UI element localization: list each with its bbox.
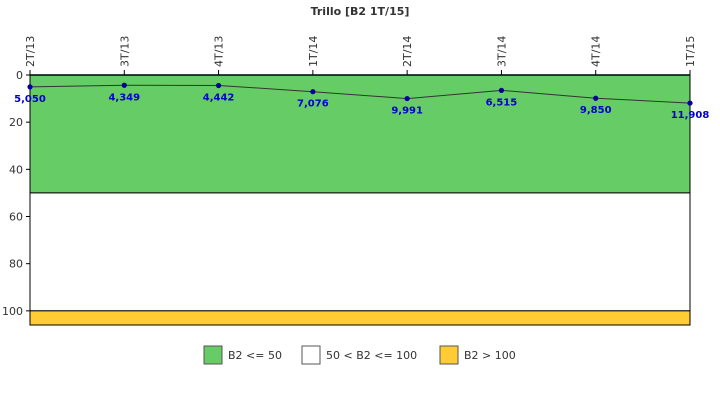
series-line: 5,050 4,349 4,442 7,076 9,991 6,515 9,850 11,90… xyxy=(14,82,710,121)
y-tick-label: 40 xyxy=(9,163,23,176)
data-label: 4,442 xyxy=(203,92,235,103)
y-axis-ticks: 0 20 40 60 80 100 xyxy=(2,69,30,318)
chart-title: Trillo [B2 1T/15] xyxy=(311,5,410,18)
legend-swatch-2 xyxy=(301,345,321,365)
x-tick-label: 3T/13 xyxy=(118,36,131,67)
legend-swatch-1 xyxy=(203,345,223,365)
data-label: 9,991 xyxy=(391,106,423,117)
y-tick-label: 100 xyxy=(2,305,23,318)
data-point xyxy=(121,82,127,88)
band-3 xyxy=(29,310,691,326)
legend-label-1: B2 <= 50 xyxy=(228,349,282,362)
data-point xyxy=(593,95,599,101)
x-axis-ticks: 2T/13 3T/13 4T/13 1T/14 2T/14 3T/14 4T/14 1T/15 xyxy=(24,36,697,75)
x-tick-label: 2T/14 xyxy=(401,36,414,67)
data-point xyxy=(27,84,33,90)
data-label: 4,349 xyxy=(108,92,140,103)
legend-swatch-3 xyxy=(439,345,459,365)
data-label: 5,050 xyxy=(14,94,46,105)
series-polyline xyxy=(29,84,691,104)
data-point xyxy=(498,87,505,93)
y-tick-label: 0 xyxy=(16,69,23,82)
band-2 xyxy=(29,192,691,312)
legend: B2 <= 50 50 < B2 <= 100 B2 > 100 xyxy=(203,345,516,365)
y-tick-label: 60 xyxy=(9,211,23,224)
data-label: 11,908 xyxy=(671,110,710,121)
axes xyxy=(29,74,691,325)
x-tick-label: 4T/14 xyxy=(590,36,603,67)
x-tick-label: 2T/13 xyxy=(24,36,37,67)
legend-label-2: 50 < B2 <= 100 xyxy=(326,349,417,362)
data-label: 9,850 xyxy=(580,105,612,116)
y-tick-label: 80 xyxy=(9,258,23,271)
data-point xyxy=(215,82,222,89)
y-tick-label: 20 xyxy=(9,116,23,129)
legend-label-3: B2 > 100 xyxy=(464,349,516,362)
data-point xyxy=(404,95,410,102)
data-point xyxy=(687,100,693,106)
x-tick-label: 1T/14 xyxy=(307,36,320,67)
x-tick-label: 4T/13 xyxy=(213,36,226,67)
data-label: 6,515 xyxy=(486,97,518,108)
data-point xyxy=(310,89,316,95)
x-tick-label: 1T/15 xyxy=(684,36,697,67)
data-label: 7,076 xyxy=(297,99,329,110)
x-tick-label: 3T/14 xyxy=(495,36,508,67)
